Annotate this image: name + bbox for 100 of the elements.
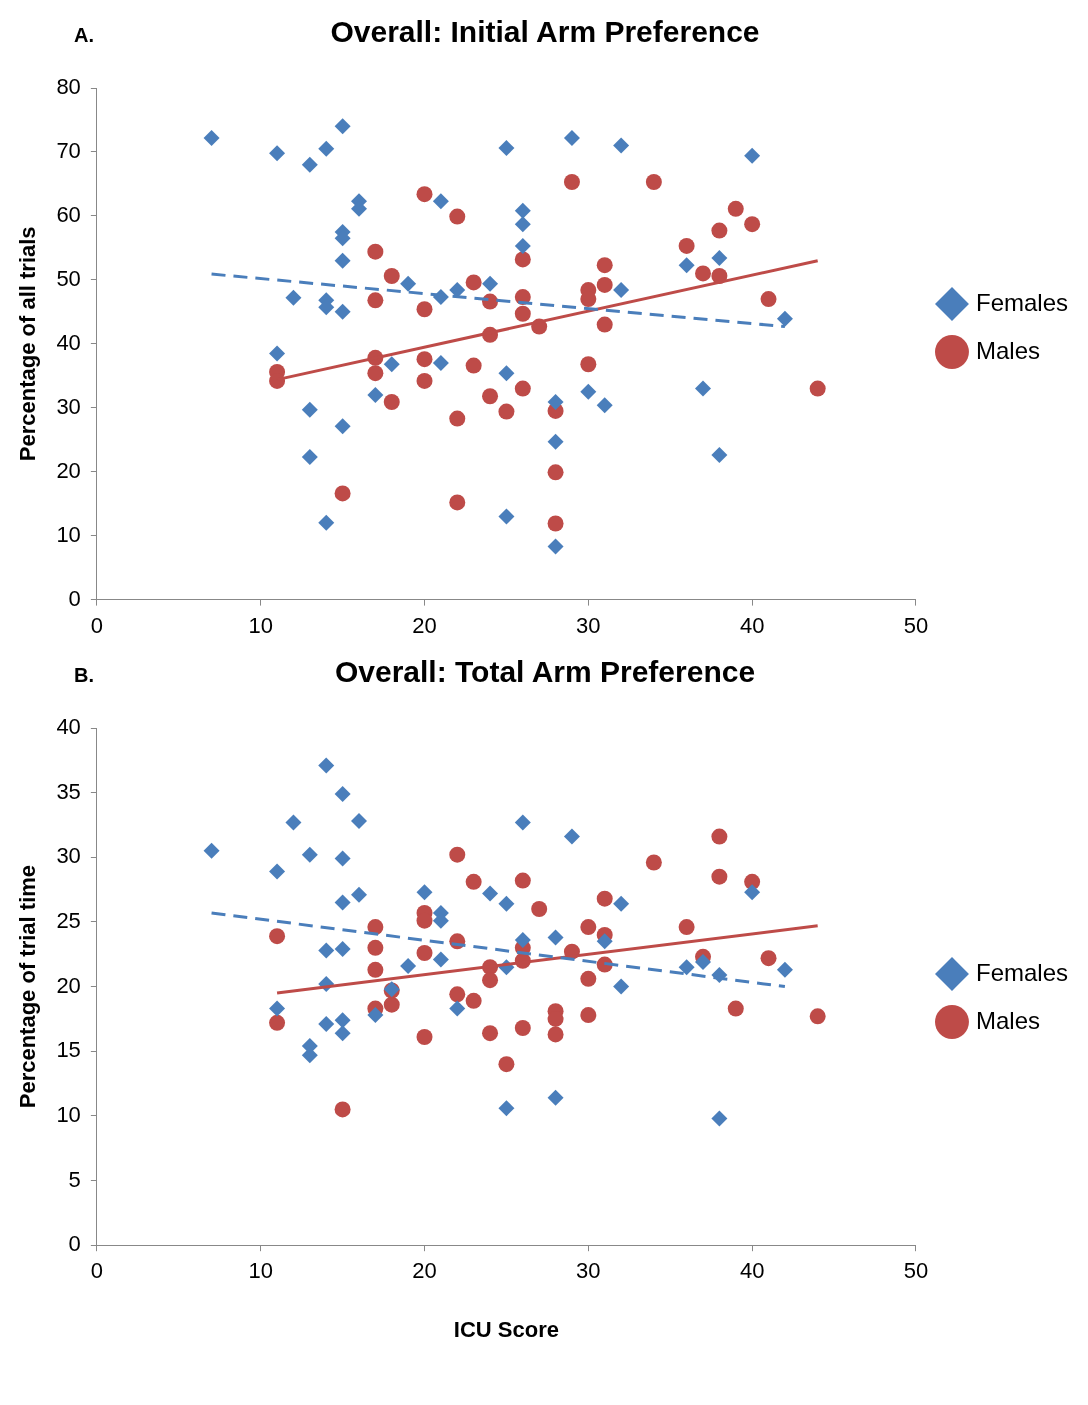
point (449, 208, 466, 225)
point (514, 251, 531, 268)
point (760, 950, 777, 967)
point (367, 365, 384, 382)
point (498, 1056, 515, 1073)
point (711, 447, 728, 464)
point (203, 842, 220, 859)
point (383, 268, 400, 285)
point (596, 397, 613, 414)
y-tick-label: 35 (56, 778, 81, 804)
point (367, 939, 384, 956)
point (678, 237, 695, 254)
legend-label: Females (975, 958, 1068, 986)
point (367, 961, 384, 978)
point (367, 1007, 384, 1024)
point (563, 129, 580, 146)
point (334, 850, 351, 867)
y-tick-label: 0 (68, 1231, 81, 1257)
text: B. (74, 663, 94, 686)
point (547, 1026, 564, 1043)
point (449, 494, 466, 511)
x-tick-label: 20 (412, 1258, 437, 1284)
point (318, 140, 335, 157)
point (482, 972, 499, 989)
point (596, 890, 613, 907)
point (301, 401, 318, 418)
point (334, 785, 351, 802)
point (711, 868, 728, 885)
legend-label: Females (975, 288, 1068, 316)
point (498, 895, 515, 912)
point (383, 996, 400, 1013)
point (547, 929, 564, 946)
point (744, 147, 761, 164)
point (547, 464, 564, 481)
point (350, 813, 367, 830)
point (416, 1029, 433, 1046)
y-tick-label: 50 (56, 265, 81, 291)
point (334, 894, 351, 911)
point (514, 305, 531, 322)
x-tick-label: 10 (248, 612, 273, 638)
y-tick-label: 0 (68, 585, 81, 611)
point (449, 986, 466, 1003)
point (613, 978, 630, 995)
point (547, 433, 564, 450)
x-tick-label: 40 (739, 1258, 765, 1284)
point (383, 356, 400, 373)
point (449, 1000, 466, 1017)
point (432, 354, 449, 371)
point (531, 901, 548, 918)
point (678, 257, 695, 274)
point (596, 316, 613, 333)
point (416, 351, 433, 368)
point (645, 854, 662, 871)
y-tick-label: 80 (56, 74, 81, 100)
point (269, 345, 286, 362)
chart-title: Overall: Total Arm Preference (334, 655, 756, 689)
point (744, 884, 761, 901)
y-tick-label: 25 (56, 908, 81, 934)
point (711, 1110, 728, 1127)
point (400, 957, 417, 974)
point (809, 1008, 826, 1025)
point (514, 932, 531, 949)
point (449, 410, 466, 427)
point (695, 380, 712, 397)
legend-label: Males (975, 336, 1040, 364)
point (416, 301, 433, 318)
x-tick-label: 0 (90, 1258, 103, 1284)
y-tick-label: 15 (56, 1037, 81, 1063)
point (711, 250, 728, 267)
point (269, 1014, 286, 1031)
text: A. (74, 23, 94, 46)
x-tick-label: 50 (903, 1258, 929, 1284)
point (465, 873, 482, 890)
point (514, 216, 531, 233)
point (678, 919, 695, 936)
point (482, 1025, 499, 1042)
y-tick-label: 30 (56, 393, 81, 419)
point (482, 275, 499, 292)
point (334, 485, 351, 502)
point (613, 895, 630, 912)
point (465, 357, 482, 374)
point (269, 145, 286, 162)
point (482, 388, 499, 405)
point (269, 863, 286, 880)
point (498, 140, 515, 157)
y-tick-label: 60 (56, 201, 81, 227)
point (301, 448, 318, 465)
point (547, 538, 564, 555)
point (596, 276, 613, 293)
point (301, 156, 318, 173)
point (498, 508, 515, 525)
point (514, 814, 531, 831)
point (727, 1000, 744, 1017)
point (350, 886, 367, 903)
y-tick-label: 30 (56, 843, 81, 869)
point (416, 944, 433, 961)
point (285, 289, 302, 306)
x-axis-title: ICU Score (453, 1316, 559, 1342)
point (269, 928, 286, 945)
x-tick-label: 30 (576, 1258, 601, 1284)
